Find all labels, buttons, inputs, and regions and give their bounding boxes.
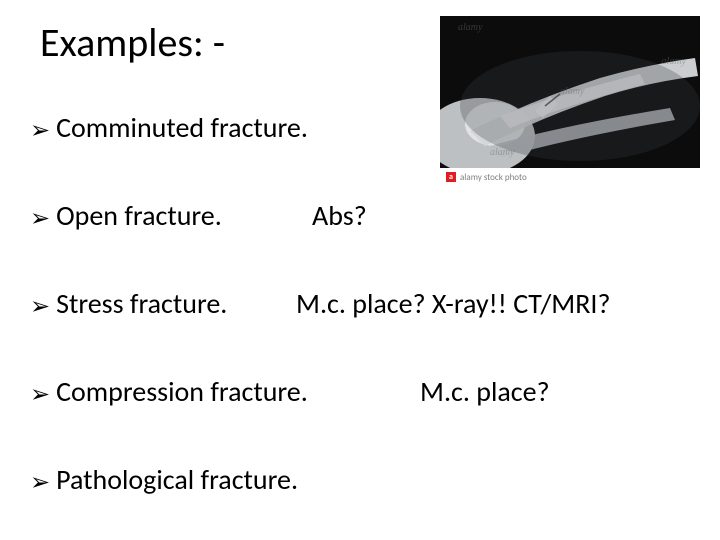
watermark: alamy <box>490 147 514 158</box>
bullet-text: Compression fracture. <box>56 374 308 409</box>
bullet-comminuted: ➢ Comminuted fracture. <box>30 110 308 145</box>
bullet-text: Stress fracture. <box>56 286 227 321</box>
bullet-arrow-icon: ➢ <box>30 380 50 409</box>
annotation-compression: M.c. place? <box>420 374 550 409</box>
watermark: alamy <box>458 22 482 33</box>
bullet-arrow-icon: ➢ <box>30 116 50 145</box>
bullet-open: ➢ Open fracture. <box>30 198 222 233</box>
image-caption-text: alamy stock photo <box>460 172 527 183</box>
slide: Examples: - alamy alamy alamy alamy a al… <box>0 0 720 540</box>
bullet-text: Open fracture. <box>56 198 222 233</box>
image-caption-bar: a alamy stock photo <box>440 168 700 186</box>
annotation-abs: Abs? <box>312 198 367 233</box>
bullet-text: Pathological fracture. <box>56 462 298 497</box>
slide-title: Examples: - <box>40 18 225 67</box>
bullet-arrow-icon: ➢ <box>30 204 50 233</box>
bullet-text: Comminuted fracture. <box>56 110 308 145</box>
watermark: alamy <box>560 86 584 97</box>
bullet-pathological: ➢ Pathological fracture. <box>30 462 298 497</box>
bullet-stress: ➢ Stress fracture. <box>30 286 227 321</box>
alamy-logo-icon: a <box>446 172 456 182</box>
watermark: alamy <box>662 56 686 67</box>
xray-image: alamy alamy alamy alamy a alamy stock ph… <box>440 16 700 186</box>
bullet-arrow-icon: ➢ <box>30 468 50 497</box>
bullet-compression: ➢ Compression fracture. <box>30 374 308 409</box>
annotation-stress: M.c. place? X-ray!! CT/MRI? <box>296 286 610 321</box>
bullet-arrow-icon: ➢ <box>30 292 50 321</box>
